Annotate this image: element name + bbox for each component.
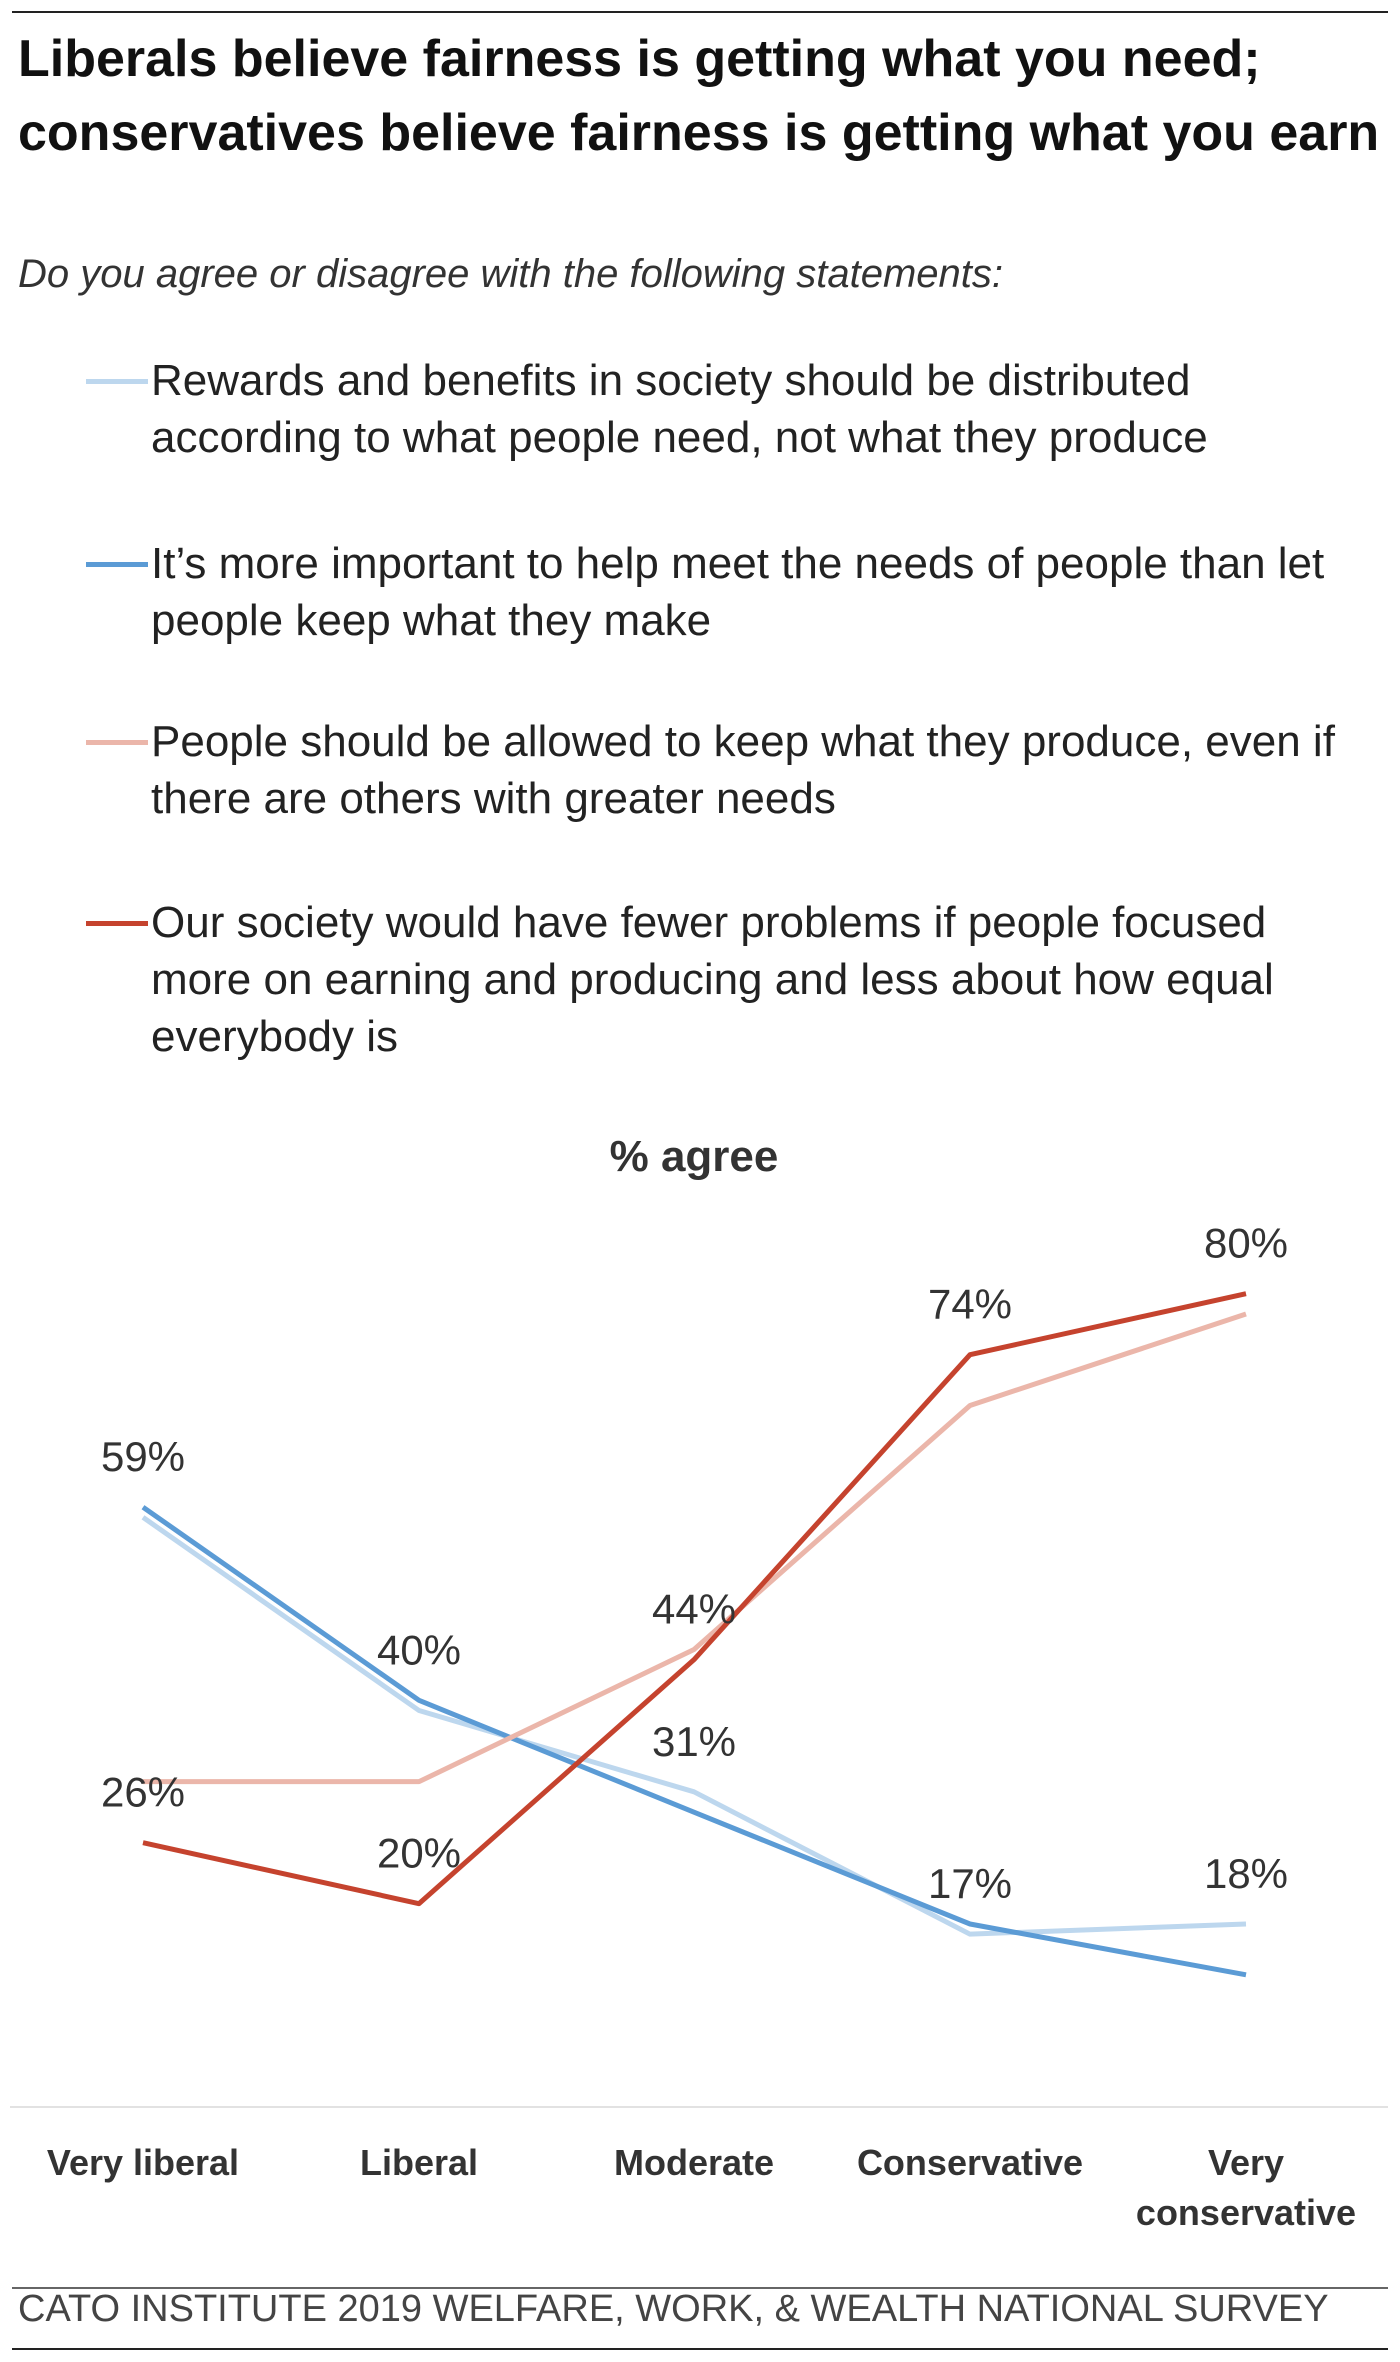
data-label: 31% [652, 1718, 736, 1765]
x-tick-label: Liberal [359, 2142, 479, 2183]
legend-label: Rewards and benefits in society should b… [151, 356, 1208, 462]
data-label: 74% [928, 1281, 1012, 1328]
legend-swatch [86, 740, 148, 745]
chart-title: Liberals believe fairness is getting wha… [18, 30, 1380, 162]
legend-swatch [86, 921, 148, 926]
data-label: 59% [101, 1433, 185, 1480]
x-tick-label: Very conservative [1135, 2142, 1357, 2233]
y-axis-title: % agree [609, 1132, 779, 1181]
legend-item: People should be allowed to keep what th… [86, 713, 1346, 827]
legend-item: Our society would have fewer problems if… [86, 894, 1346, 1065]
chart-subtitle: Do you agree or disagree with the follow… [18, 252, 1003, 296]
footer-rule [12, 2287, 1388, 2289]
series-line [141, 1515, 1247, 1937]
series-line [141, 1505, 1247, 1978]
legend-swatch [86, 562, 148, 567]
legend-item: Rewards and benefits in society should b… [86, 352, 1346, 466]
legend-label: Our society would have fewer problems if… [151, 898, 1274, 1061]
x-tick-label: Very liberal [46, 2142, 240, 2183]
data-label: 44% [652, 1586, 736, 1633]
legend-label: It’s more important to help meet the nee… [151, 539, 1325, 645]
data-label: 18% [1204, 1850, 1288, 1897]
data-label: 80% [1204, 1220, 1288, 1267]
legend-item: It’s more important to help meet the nee… [86, 535, 1346, 649]
data-label: 26% [101, 1769, 185, 1816]
source: CATO INSTITUTE 2019 WELFARE, WORK, & WEA… [18, 2288, 1329, 2330]
legend-swatch [86, 379, 148, 384]
data-label: 20% [377, 1830, 461, 1877]
x-tick-label: Moderate [613, 2142, 775, 2183]
legend-label: People should be allowed to keep what th… [151, 717, 1335, 823]
series-line [142, 1291, 1247, 1907]
series-line [143, 1311, 1247, 1785]
x-tick-label: Conservative [856, 2142, 1084, 2183]
data-label: 40% [377, 1626, 461, 1673]
data-label: 17% [928, 1860, 1012, 1907]
bottom-rule [12, 2348, 1388, 2350]
top-rule [12, 11, 1388, 13]
